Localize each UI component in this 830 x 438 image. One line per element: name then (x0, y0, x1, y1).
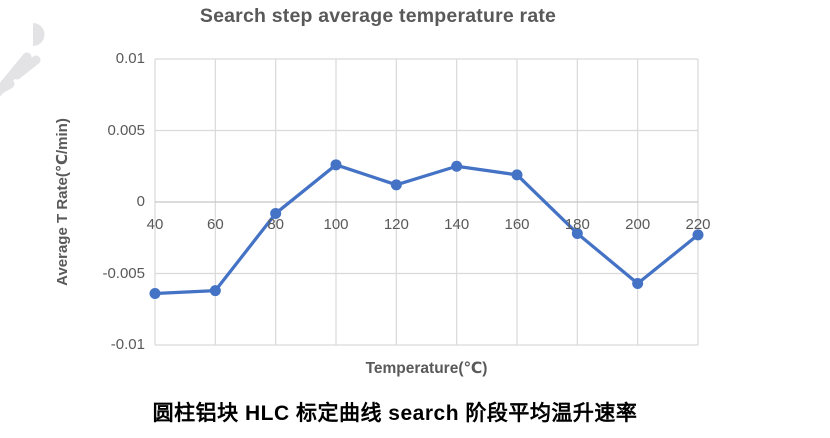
y-tick-label: -0.005 (102, 264, 145, 282)
x-tick-label: 100 (323, 216, 349, 233)
data-point-marker (149, 288, 161, 300)
data-point-marker (571, 227, 583, 239)
x-axis-tick-labels: 40 60 80 100 120 140 160 180 200 220 (147, 59, 711, 345)
x-tick-label: 120 (383, 216, 409, 233)
x-tick-label: 140 (444, 216, 470, 233)
x-tick-label: 80 (267, 216, 284, 233)
watermark-stroke (0, 79, 15, 95)
x-tick-label: 220 (685, 216, 711, 233)
data-point-marker (330, 159, 342, 171)
data-point-marker (511, 169, 523, 181)
chart-title: Search step average temperature rate (199, 5, 557, 27)
x-tick-label: 160 (504, 216, 530, 233)
plot-area: 40 60 80 100 120 140 160 180 200 220 (147, 58, 711, 346)
y-tick-label: -0.01 (110, 336, 145, 353)
x-tick-label: 180 (564, 216, 590, 233)
data-point-marker (270, 207, 282, 219)
y-tick-label: 0.01 (115, 50, 145, 67)
x-tick-label: 200 (625, 216, 651, 233)
figure-caption: 圆柱铝块 HLC 标定曲线 search 阶段平均温升速率 (152, 402, 638, 425)
series-line (153, 163, 700, 296)
data-point-marker (692, 229, 704, 241)
y-tick-label: 0.005 (107, 121, 145, 139)
data-point-marker (390, 179, 402, 191)
data-point-marker (451, 160, 463, 172)
x-tick-label: 40 (146, 216, 164, 233)
data-point-marker (209, 285, 221, 297)
y-tick-label: 0 (136, 193, 145, 210)
x-axis-title: Temperature(℃) (365, 360, 488, 377)
line-chart (149, 58, 704, 346)
x-tick-label: 60 (206, 216, 224, 233)
data-point-marker (632, 278, 644, 290)
